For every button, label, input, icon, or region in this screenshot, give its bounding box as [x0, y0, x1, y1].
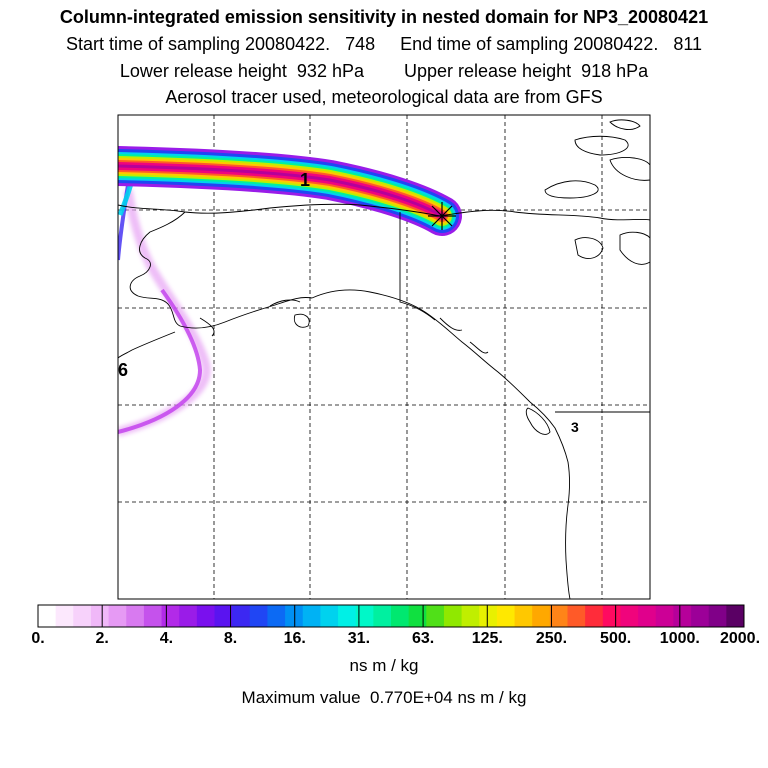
colorbar-cell: [143, 605, 162, 627]
release-height-line: Lower release height 932 hPa Upper relea…: [119, 61, 649, 81]
colorbar-cell: [532, 605, 551, 627]
colorbar-cell: [549, 605, 568, 627]
colorbar: [38, 605, 745, 627]
colorbar-cell: [38, 605, 57, 627]
asterisk-icon: [428, 202, 456, 230]
emission-sensitivity-plume: [118, 146, 462, 437]
colorbar-frame: [37, 604, 745, 628]
colorbar-cell: [161, 605, 180, 627]
colorbar-cell: [302, 605, 321, 627]
colorbar-cell: [655, 605, 674, 627]
colorbar-cell: [232, 605, 251, 627]
colorbar-cell: [214, 605, 233, 627]
sampling-time-line: Start time of sampling 20080422. 748 End…: [65, 34, 703, 54]
colorbar-cell: [567, 605, 586, 627]
colorbar-tick-label: 63.: [411, 630, 435, 647]
plume-label-day-6: 6: [118, 360, 128, 380]
colorbar-cell: [514, 605, 533, 627]
plume-label-day-3: 3: [571, 419, 579, 435]
map-frame: [117, 114, 651, 600]
colorbar-cell: [267, 605, 286, 627]
colorbar-tick-label: 4.: [159, 630, 174, 647]
colorbar-cell: [602, 605, 621, 627]
colorbar-cell: [126, 605, 145, 627]
colorbar-cell: [338, 605, 357, 627]
colorbar-cell: [73, 605, 92, 627]
coastlines: [118, 119, 650, 599]
colorbar-cell: [691, 605, 710, 627]
colorbar-tick-label: 500.: [600, 630, 632, 647]
political-borders: [399, 212, 650, 413]
colorbar-cell: [285, 605, 304, 627]
colorbar-cell: [585, 605, 604, 627]
colorbar-cell: [108, 605, 127, 627]
figure-title: Column-integrated emission sensitivity i…: [59, 7, 709, 27]
colorbar-cell: [391, 605, 410, 627]
colorbar-cell: [408, 605, 427, 627]
maximum-value-text: Maximum value 0.770E+04 ns m / kg: [241, 688, 527, 707]
tracer-info-line: Aerosol tracer used, meteorological data…: [165, 87, 603, 107]
colorbar-cell: [673, 605, 692, 627]
colorbar-tick-label: 16.: [283, 630, 306, 647]
colorbar-cell: [249, 605, 268, 627]
colorbar-cell: [196, 605, 215, 627]
colorbar-cell: [320, 605, 339, 627]
plume-label-day-1: 1: [300, 170, 310, 190]
colorbar-unit: ns m / kg: [349, 656, 419, 675]
colorbar-cell: [179, 605, 198, 627]
colorbar-cell: [373, 605, 392, 627]
colorbar-tick-label: 8.: [223, 630, 238, 647]
colorbar-cell: [726, 605, 745, 627]
colorbar-tick-label: 0.: [31, 630, 45, 647]
colorbar-tick-label: 1000.: [659, 630, 700, 647]
colorbar-cell: [708, 605, 727, 627]
colorbar-tick-label: 2.: [95, 630, 109, 647]
colorbar-cell: [461, 605, 480, 627]
colorbar-cell: [55, 605, 74, 627]
colorbar-tick-label: 125.: [471, 630, 503, 647]
colorbar-cell: [620, 605, 639, 627]
colorbar-tick-label: 250.: [535, 630, 568, 647]
colorbar-cell: [443, 605, 462, 627]
map-area: 1 6 3: [118, 115, 650, 599]
colorbar-tick-label: 2000.: [719, 630, 761, 647]
colorbar-cell: [426, 605, 445, 627]
colorbar-cell: [479, 605, 498, 627]
colorbar-cell: [638, 605, 657, 627]
colorbar-cell: [90, 605, 109, 627]
colorbar-cell: [496, 605, 515, 627]
colorbar-cell: [355, 605, 374, 627]
colorbar-tick-label: 31.: [347, 630, 371, 647]
